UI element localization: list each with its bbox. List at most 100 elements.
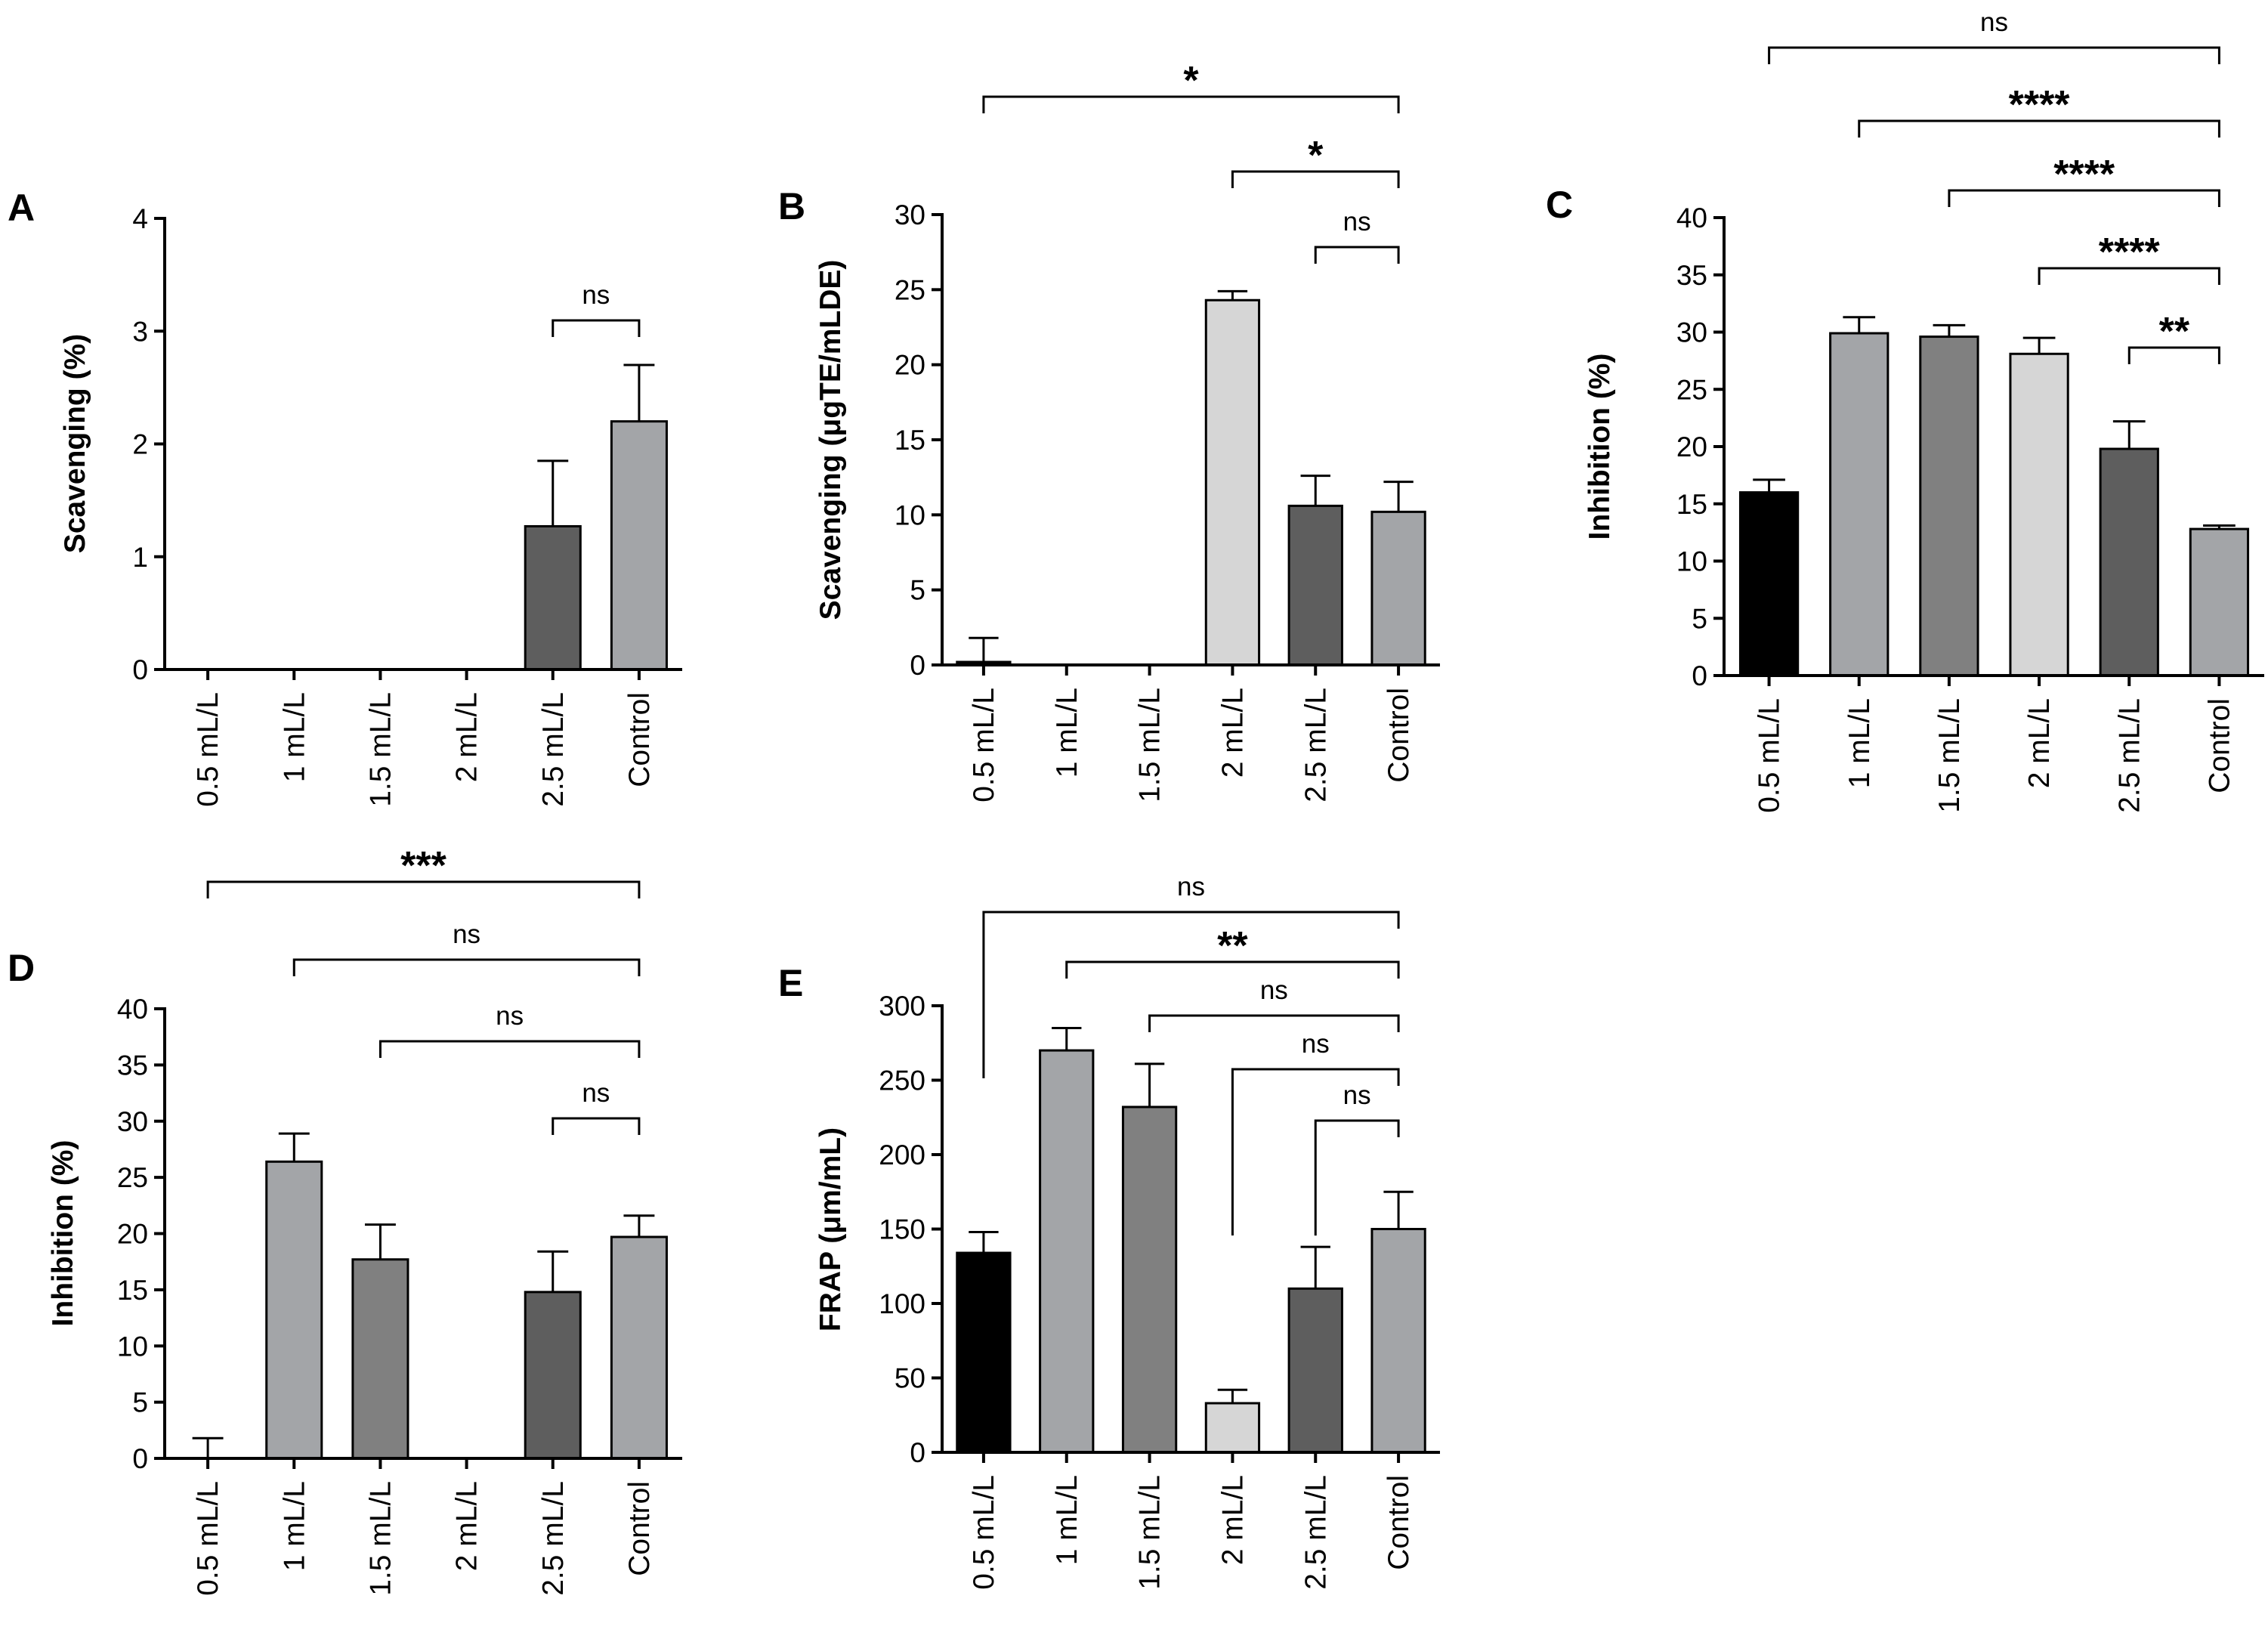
significance-label: ns bbox=[1177, 872, 1205, 901]
bar bbox=[956, 1251, 1012, 1454]
y-tick-label: 40 bbox=[117, 994, 148, 1025]
y-tick-label: 25 bbox=[117, 1162, 148, 1193]
category-label: 0.5 mL/L bbox=[192, 1481, 224, 1596]
bar bbox=[2009, 352, 2069, 677]
y-tick-label: 300 bbox=[879, 991, 925, 1022]
significance-bracket bbox=[1314, 1119, 1400, 1236]
significance-label: * bbox=[1183, 59, 1199, 103]
bar bbox=[610, 1235, 668, 1460]
y-tick-label: 1 bbox=[132, 542, 148, 573]
significance-label: ** bbox=[2159, 310, 2190, 354]
y-tick-label: 150 bbox=[879, 1214, 925, 1245]
bar bbox=[1204, 1402, 1261, 1454]
y-tick-label: 50 bbox=[895, 1363, 925, 1394]
panel-b: B Scavenging (μgTE/mLDE) 0 5 10 15 20 25 30 0.5 m… bbox=[778, 59, 1440, 802]
panel-letter: C bbox=[1546, 184, 1573, 226]
bar bbox=[1287, 1287, 1343, 1454]
y-axis-label: Scavenging (μgTE/mLDE) bbox=[814, 260, 847, 620]
significance-label: **** bbox=[2053, 153, 2115, 196]
significance-bracket bbox=[2127, 346, 2220, 364]
y-tick-label: 0 bbox=[910, 650, 925, 681]
bar bbox=[1287, 504, 1343, 666]
y-tick-label: 0 bbox=[1692, 660, 1707, 691]
bar bbox=[1829, 332, 1889, 677]
y-tick-label: 3 bbox=[132, 316, 148, 347]
significance-bracket bbox=[982, 95, 1400, 113]
bar bbox=[1121, 1105, 1178, 1454]
panel-letter: E bbox=[778, 962, 803, 1004]
significance-bracket bbox=[2038, 267, 2220, 285]
panel-letter: B bbox=[778, 185, 805, 227]
y-tick-label: 0 bbox=[132, 654, 148, 685]
category-label: 1 mL/L bbox=[1051, 1475, 1083, 1565]
category-label: 0.5 mL/L bbox=[1754, 698, 1786, 813]
significance-bracket bbox=[1314, 246, 1400, 264]
panel-c: C Inhibition (%) 0 5 10 15 20 25 30 35 40 0.5 mL/L 1… bbox=[1546, 8, 2264, 813]
category-label: 1 mL/L bbox=[1051, 688, 1083, 778]
y-tick-label: 40 bbox=[1676, 203, 1707, 233]
bar bbox=[524, 524, 582, 671]
y-tick-label: 30 bbox=[895, 199, 925, 230]
significance-bracket bbox=[552, 319, 641, 337]
bar bbox=[2099, 447, 2159, 677]
panel-letter: D bbox=[8, 947, 35, 989]
y-axis-label: Inhibition (%) bbox=[1584, 354, 1616, 540]
significance-label: ns bbox=[1980, 8, 2008, 37]
y-tick-label: 5 bbox=[132, 1387, 148, 1418]
y-tick-label: 20 bbox=[895, 350, 925, 381]
significance-label: ns bbox=[582, 280, 610, 310]
category-label: Control bbox=[2203, 698, 2236, 793]
y-axis-label: Inhibition (%) bbox=[47, 1140, 79, 1327]
category-label: 2.5 mL/L bbox=[1299, 1475, 1332, 1590]
y-tick-label: 250 bbox=[879, 1065, 925, 1096]
bar bbox=[1370, 510, 1426, 666]
category-label: 2.5 mL/L bbox=[537, 692, 570, 807]
bar bbox=[265, 1160, 323, 1460]
category-label: Control bbox=[1383, 1475, 1415, 1570]
significance-bracket bbox=[1768, 46, 2220, 64]
bar bbox=[1738, 491, 1800, 677]
category-label: 1 mL/L bbox=[1843, 698, 1876, 788]
y-tick-label: 0 bbox=[910, 1437, 925, 1468]
category-label: 1.5 mL/L bbox=[364, 1481, 397, 1596]
bar bbox=[2189, 527, 2250, 677]
panel-a: A Scavenging (%) 0 1 2 3 4 0.5 mL/L 1 mL/L 1.5 mL… bbox=[8, 187, 682, 807]
bar bbox=[351, 1258, 409, 1460]
significance-bracket bbox=[982, 911, 1400, 1078]
panel-e: E FRAP (μm/mL) 0 50 100 150 200 250 300 0.5 mL/L 1… bbox=[778, 872, 1440, 1590]
bar bbox=[1919, 336, 1979, 677]
y-tick-label: 0 bbox=[132, 1443, 148, 1474]
significance-bracket bbox=[552, 1117, 641, 1135]
significance-bracket bbox=[292, 958, 641, 976]
category-label: 1 mL/L bbox=[278, 1481, 311, 1571]
y-tick-label: 20 bbox=[1676, 431, 1707, 462]
y-tick-label: 100 bbox=[879, 1288, 925, 1319]
y-tick-label: 20 bbox=[117, 1219, 148, 1250]
y-tick-label: 10 bbox=[1676, 546, 1707, 577]
category-label: 2 mL/L bbox=[451, 692, 484, 782]
significance-label: ns bbox=[453, 920, 480, 949]
significance-label: ns bbox=[1302, 1029, 1330, 1059]
category-label: 2 mL/L bbox=[2023, 698, 2056, 788]
y-tick-label: 15 bbox=[1676, 489, 1707, 520]
category-label: 0.5 mL/L bbox=[968, 688, 1000, 802]
bar bbox=[1039, 1049, 1095, 1454]
category-label: 2.5 mL/L bbox=[2113, 698, 2146, 813]
category-label: 2.5 mL/L bbox=[537, 1481, 570, 1596]
category-label: 1.5 mL/L bbox=[364, 692, 397, 807]
y-tick-label: 10 bbox=[117, 1331, 148, 1362]
significance-label: **** bbox=[2099, 230, 2161, 274]
y-tick-label: 30 bbox=[1676, 317, 1707, 348]
y-tick-label: 2 bbox=[132, 429, 148, 460]
category-label: 1.5 mL/L bbox=[1933, 698, 1966, 813]
significance-label: ns bbox=[1260, 976, 1288, 1005]
significance-label: ** bbox=[1217, 924, 1248, 968]
bar bbox=[1204, 298, 1261, 666]
category-label: 2 mL/L bbox=[1216, 688, 1249, 778]
significance-bracket bbox=[1231, 1068, 1400, 1235]
y-tick-label: 4 bbox=[132, 203, 148, 234]
y-tick-label: 10 bbox=[895, 499, 925, 530]
y-tick-label: 30 bbox=[117, 1106, 148, 1137]
y-tick-label: 5 bbox=[910, 575, 925, 606]
significance-label: **** bbox=[2009, 83, 2071, 127]
